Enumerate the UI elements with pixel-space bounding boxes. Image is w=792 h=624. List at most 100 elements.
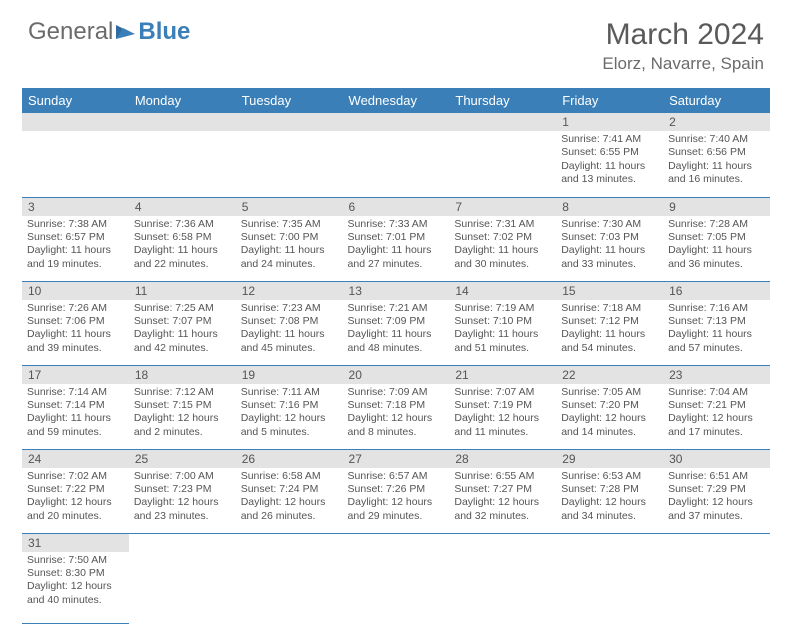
daylight-line: Daylight: 12 hours [27,580,124,593]
calendar-cell [22,113,129,197]
sunrise-line: Sunrise: 7:07 AM [454,386,551,399]
calendar-cell: 2Sunrise: 7:40 AMSunset: 6:56 PMDaylight… [663,113,770,197]
daylight-line: and 33 minutes. [561,258,658,271]
weekday-header: Saturday [663,88,770,113]
sunrise-line: Sunrise: 7:26 AM [27,302,124,315]
calendar-cell: 16Sunrise: 7:16 AMSunset: 7:13 PMDayligh… [663,281,770,365]
calendar-cell: 6Sunrise: 7:33 AMSunset: 7:01 PMDaylight… [343,197,450,281]
calendar-cell: 31Sunrise: 7:50 AMSunset: 8:30 PMDayligh… [22,533,129,623]
daylight-line: and 29 minutes. [348,510,445,523]
day-details: Sunrise: 7:14 AMSunset: 7:14 PMDaylight:… [22,384,129,444]
day-number: 26 [236,450,343,468]
sunset-line: Sunset: 7:26 PM [348,483,445,496]
daylight-line: Daylight: 12 hours [241,412,338,425]
sunset-line: Sunset: 7:21 PM [668,399,765,412]
daylight-line: and 26 minutes. [241,510,338,523]
calendar-week-row: 3Sunrise: 7:38 AMSunset: 6:57 PMDaylight… [22,197,770,281]
sunrise-line: Sunrise: 7:09 AM [348,386,445,399]
day-number: 8 [556,198,663,216]
sunset-line: Sunset: 7:08 PM [241,315,338,328]
calendar-week-row: 31Sunrise: 7:50 AMSunset: 8:30 PMDayligh… [22,533,770,623]
day-number: 31 [22,534,129,552]
weekday-header-row: SundayMondayTuesdayWednesdayThursdayFrid… [22,88,770,113]
daylight-line: Daylight: 11 hours [348,328,445,341]
daylight-line: and 23 minutes. [134,510,231,523]
day-number: 12 [236,282,343,300]
calendar-cell [129,533,236,623]
day-number: 28 [449,450,556,468]
calendar-cell [236,533,343,623]
day-details: Sunrise: 7:21 AMSunset: 7:09 PMDaylight:… [343,300,450,360]
logo-text-general: General [28,18,113,46]
sunrise-line: Sunrise: 7:28 AM [668,218,765,231]
day-number: 18 [129,366,236,384]
daylight-line: Daylight: 11 hours [454,244,551,257]
daylight-line: Daylight: 12 hours [454,412,551,425]
calendar-week-row: 1Sunrise: 7:41 AMSunset: 6:55 PMDaylight… [22,113,770,197]
calendar-cell: 30Sunrise: 6:51 AMSunset: 7:29 PMDayligh… [663,449,770,533]
sunrise-line: Sunrise: 7:14 AM [27,386,124,399]
day-number: 6 [343,198,450,216]
day-number: 27 [343,450,450,468]
sunset-line: Sunset: 7:18 PM [348,399,445,412]
calendar-cell: 7Sunrise: 7:31 AMSunset: 7:02 PMDaylight… [449,197,556,281]
sunrise-line: Sunrise: 7:19 AM [454,302,551,315]
daylight-line: and 22 minutes. [134,258,231,271]
day-number: 30 [663,450,770,468]
sunset-line: Sunset: 7:16 PM [241,399,338,412]
day-number: 7 [449,198,556,216]
daylight-line: and 34 minutes. [561,510,658,523]
day-details: Sunrise: 7:33 AMSunset: 7:01 PMDaylight:… [343,216,450,276]
day-number: 15 [556,282,663,300]
day-details: Sunrise: 6:58 AMSunset: 7:24 PMDaylight:… [236,468,343,528]
calendar-cell [556,533,663,623]
day-number: 5 [236,198,343,216]
daylight-line: Daylight: 11 hours [27,328,124,341]
daylight-line: and 37 minutes. [668,510,765,523]
sunrise-line: Sunrise: 7:21 AM [348,302,445,315]
day-number [556,534,663,552]
sunrise-line: Sunrise: 7:40 AM [668,133,765,146]
sunrise-line: Sunrise: 7:02 AM [27,470,124,483]
logo-flag-icon [115,23,137,41]
calendar-cell: 15Sunrise: 7:18 AMSunset: 7:12 PMDayligh… [556,281,663,365]
daylight-line: and 54 minutes. [561,342,658,355]
day-number [129,113,236,131]
daylight-line: Daylight: 12 hours [134,496,231,509]
calendar-cell: 8Sunrise: 7:30 AMSunset: 7:03 PMDaylight… [556,197,663,281]
daylight-line: and 17 minutes. [668,426,765,439]
daylight-line: and 20 minutes. [27,510,124,523]
day-number [236,113,343,131]
daylight-line: Daylight: 11 hours [561,328,658,341]
calendar-cell: 18Sunrise: 7:12 AMSunset: 7:15 PMDayligh… [129,365,236,449]
day-details: Sunrise: 6:53 AMSunset: 7:28 PMDaylight:… [556,468,663,528]
calendar-cell: 27Sunrise: 6:57 AMSunset: 7:26 PMDayligh… [343,449,450,533]
day-details: Sunrise: 7:25 AMSunset: 7:07 PMDaylight:… [129,300,236,360]
daylight-line: and 13 minutes. [561,173,658,186]
logo-text-blue: Blue [138,18,190,46]
daylight-line: and 48 minutes. [348,342,445,355]
sunrise-line: Sunrise: 7:41 AM [561,133,658,146]
sunrise-line: Sunrise: 7:00 AM [134,470,231,483]
sunset-line: Sunset: 7:24 PM [241,483,338,496]
sunrise-line: Sunrise: 7:50 AM [27,554,124,567]
daylight-line: Daylight: 12 hours [668,496,765,509]
calendar-week-row: 17Sunrise: 7:14 AMSunset: 7:14 PMDayligh… [22,365,770,449]
day-details: Sunrise: 7:31 AMSunset: 7:02 PMDaylight:… [449,216,556,276]
sunset-line: Sunset: 7:28 PM [561,483,658,496]
daylight-line: and 8 minutes. [348,426,445,439]
sunrise-line: Sunrise: 7:04 AM [668,386,765,399]
daylight-line: and 14 minutes. [561,426,658,439]
day-details: Sunrise: 7:23 AMSunset: 7:08 PMDaylight:… [236,300,343,360]
month-title: March 2024 [602,18,764,52]
day-number: 11 [129,282,236,300]
day-details: Sunrise: 7:11 AMSunset: 7:16 PMDaylight:… [236,384,343,444]
calendar-cell: 10Sunrise: 7:26 AMSunset: 7:06 PMDayligh… [22,281,129,365]
calendar-cell: 4Sunrise: 7:36 AMSunset: 6:58 PMDaylight… [129,197,236,281]
day-details: Sunrise: 7:12 AMSunset: 7:15 PMDaylight:… [129,384,236,444]
daylight-line: and 32 minutes. [454,510,551,523]
day-number [129,534,236,552]
weekday-header: Monday [129,88,236,113]
sunset-line: Sunset: 6:57 PM [27,231,124,244]
daylight-line: and 27 minutes. [348,258,445,271]
